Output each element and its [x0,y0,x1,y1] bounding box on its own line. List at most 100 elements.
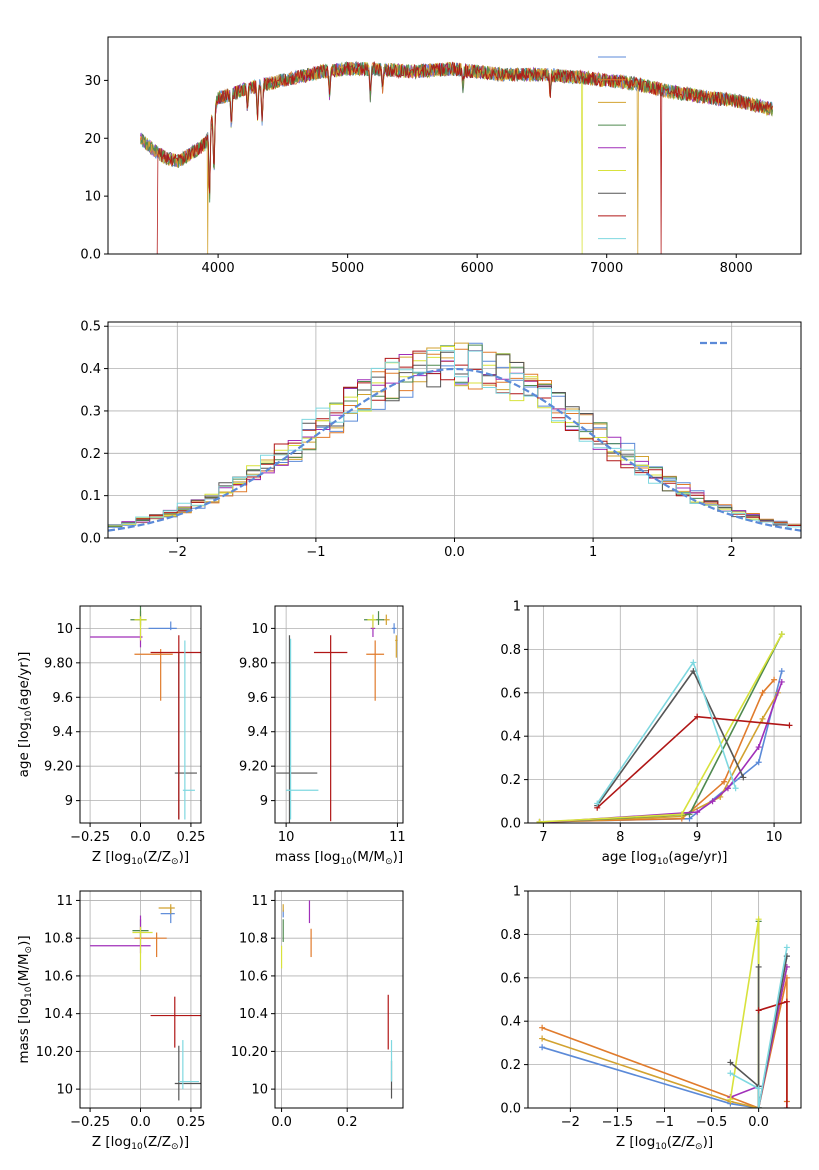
panel-age-vs-z: −0.25 0.0 0.25 9 9.20 9.4 9.6 9.80 10 [44,605,205,845]
panel-mass-vs-ebv: 0.0 0.2 10 10.20 10.4 10.6 10.8 11 [231,890,404,1130]
errorbar-chabrier-stelib [276,635,318,823]
label-subscript: 10 [340,857,352,867]
x-tick-label: −0.25 [70,830,110,845]
panel-residuals: −2 −1 0.0 1 2 0.0 0.1 0.2 0.3 0.4 0.5 [80,320,802,560]
normal-reference-curve [108,367,801,532]
y-tick-label: 1 [513,885,521,900]
label-subscript: ⊙ [171,1142,179,1152]
point-marker [536,818,543,823]
errorbar-chabrier-elodie [364,611,385,625]
point-marker [678,811,685,818]
point-marker [594,800,601,807]
point-marker [755,744,762,751]
y-tick-label: 9 [260,794,268,809]
point-marker [694,713,701,720]
label-subscript: 10 [131,1142,143,1152]
label-part: Z [log [616,1134,655,1150]
weight-line-chabrier-elodie [539,633,783,823]
y-tick-label: 0.0 [500,817,521,832]
label-part: (age/yr)] [668,849,727,865]
errorbar-chabrier-miles [391,623,397,634]
y-tick-label: 0.1 [80,489,101,504]
label-subscript: ⊙ [171,857,179,867]
x-tick-label: 10 [766,830,783,845]
point-marker [690,668,697,675]
x-tick-label: 11 [389,830,406,845]
errorbar-kroupa-elodie [132,926,153,971]
errorbar-salpeter-miles [134,649,173,701]
y-tick-label: 0.6 [500,971,521,986]
histogram-kroupa-stelib [108,350,801,528]
panel-mass-vs-z: −0.25 0.0 0.25 10 10.20 10.4 10.6 10.8 11 [36,890,205,1130]
point-marker [759,715,766,722]
errorbar-chabrier-elodie [130,606,147,627]
plot-area [108,342,801,532]
spectrum-line-chabrier-miles [140,61,773,192]
x-tick-label: −2 [561,1115,580,1130]
errorbar-chabrier-miles [160,907,175,924]
errorbar-kroupa-elodie [367,614,377,629]
errorbar-kroupa-elodie [134,616,147,641]
y-tick-label: 0.2 [80,447,101,462]
plot-area [90,904,201,1101]
spectrum-line-chabrier-elodie [140,60,773,203]
y-tick-label: 9.20 [239,760,268,775]
plot-area [280,900,393,1099]
y-tick-label: 9.80 [44,656,73,671]
x-tick-label: 5000 [331,261,364,276]
point-marker [740,774,747,781]
errorbar-salpeter-miles [134,932,167,958]
label-subscript: 10 [24,986,34,998]
point-marker [759,689,766,696]
point-marker [755,1007,762,1014]
label-part: (M/M [16,953,32,986]
point-marker [778,631,785,638]
label-part: )] [179,1134,190,1150]
y-tick-label: 11 [251,894,268,909]
x-tick-label: −1 [655,1115,674,1130]
point-marker [727,1096,734,1103]
plot-area [539,916,790,1108]
y-tick-label: 1 [513,600,521,615]
label-part: Z [log [92,849,131,865]
y-tick-label: 9.6 [52,691,73,706]
spectrum-line-chabrier-stelib [140,60,773,191]
point-marker [783,944,790,951]
x-tick-label: 10 [278,830,295,845]
y-tick-label: 0.8 [500,928,521,943]
point-marker [727,1059,734,1066]
weight-line-chabrier-miles [539,670,783,823]
y-tick-label: 9.80 [239,656,268,671]
x-tick-label: 0.0 [271,1115,292,1130]
spectrum-line-salpeter-stelib [156,60,773,254]
y-axis-label: age [log10(age/yr)] [16,652,34,778]
y-tick-label: 9.20 [44,760,73,775]
y-tick-label: 0.2 [500,773,521,788]
label-subscript: ⊙ [24,946,34,954]
x-tick-label: 1 [589,545,597,560]
y-tick-label: 0.6 [500,686,521,701]
errorbar-salpeter-elodie [90,915,151,954]
point-marker [539,1035,546,1042]
weight-line-chabrier-stelib [596,669,745,807]
label-part: (M/M [352,849,385,865]
x-tick-label: 9 [693,830,701,845]
point-marker [721,778,728,785]
y-tick-label: 0.4 [80,362,101,377]
x-tick-label: 2 [728,545,736,560]
label-part: mass [log [16,998,32,1064]
point-marker [783,1105,790,1108]
x-tick-label: 0.0 [130,830,151,845]
panel-spectrum: 4000 5000 6000 7000 8000 0.0 10 20 30 [80,36,802,276]
x-tick-label: 0.0 [748,1115,769,1130]
plot-area [276,611,398,823]
axes-frame [107,36,802,255]
y-tick-label: 10 [251,622,268,637]
y-tick-label: 0.3 [80,404,101,419]
weight-line-kroupa-stelib [596,660,737,804]
point-marker [755,1105,762,1108]
errorbar-kroupa-stelib [178,1040,199,1090]
y-tick-label: 9.4 [247,725,268,740]
label-part: (Z/Z [667,1134,695,1150]
weight-line-kroupa-elodie [729,919,760,1108]
